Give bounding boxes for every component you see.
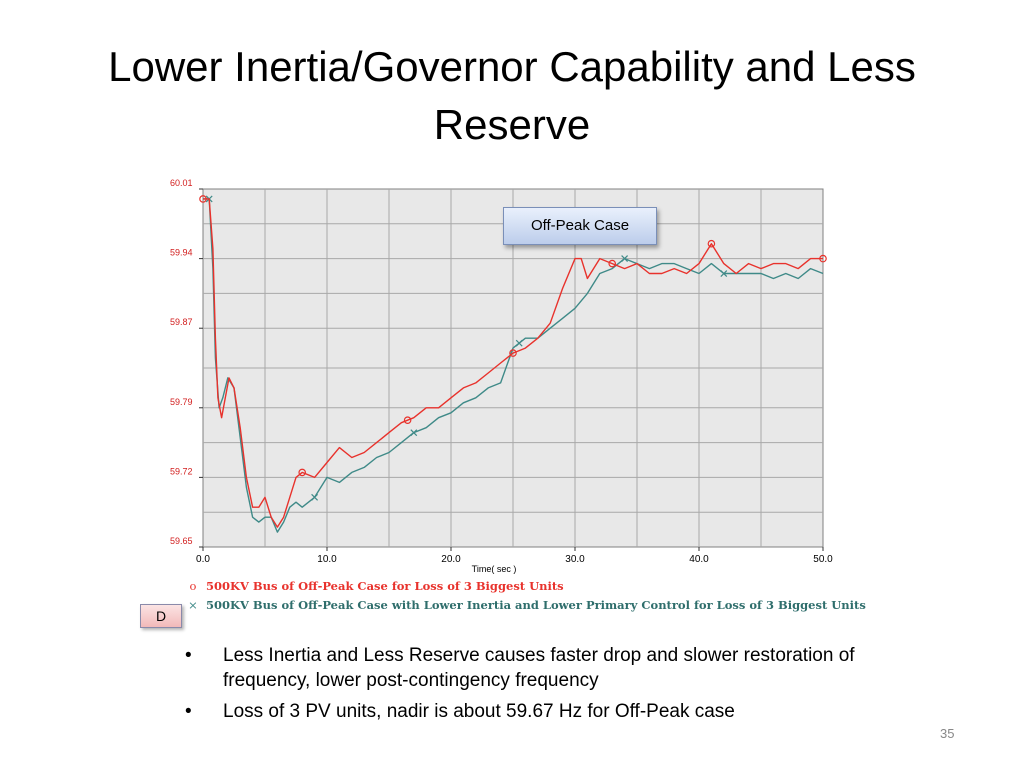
x-tick-label: 50.0 bbox=[813, 554, 833, 565]
legend-label-teal: 500KV Bus of Off-Peak Case with Lower In… bbox=[206, 598, 866, 612]
grid bbox=[203, 189, 823, 547]
title-line-1: Lower Inertia/Governor Capability and Le… bbox=[108, 43, 916, 90]
bullet-dot-icon: • bbox=[185, 645, 192, 666]
series-line-teal bbox=[203, 198, 824, 533]
bullet-text: Loss of 3 PV units, nadir is about 59.67… bbox=[223, 701, 735, 722]
series-marker-x bbox=[621, 255, 629, 263]
y-tick-label: 59.65 bbox=[170, 536, 193, 546]
series-marker-circle bbox=[199, 195, 207, 203]
series-marker-circle bbox=[298, 468, 307, 477]
off-peak-case-caption: Off-Peak Case bbox=[503, 207, 657, 245]
series-marker-x bbox=[720, 270, 728, 277]
y-tick-label: 59.94 bbox=[170, 248, 193, 258]
y-tick-label: 59.72 bbox=[170, 466, 193, 476]
series-layer bbox=[199, 195, 827, 533]
series-marker-circle bbox=[403, 416, 412, 425]
series-marker-x bbox=[410, 429, 418, 437]
y-tick-label: 59.87 bbox=[170, 317, 193, 327]
bullet-item: • Loss of 3 PV units, nadir is about 59.6… bbox=[185, 699, 885, 724]
bullet-item: • Less Inertia and Less Reserve causes fa… bbox=[185, 643, 885, 693]
bullet-text: Less Inertia and Less Reserve causes fas… bbox=[223, 645, 855, 691]
series-marker-circle bbox=[608, 259, 617, 268]
legend-marker-circle: o bbox=[189, 579, 197, 593]
series-line-red bbox=[203, 198, 823, 528]
x-tick-labels: 0.0 10.0 20.0 30.0 40.0 50.0 bbox=[196, 547, 833, 565]
y-tick-label: 60.01 bbox=[170, 178, 193, 188]
title-line-2: Reserve bbox=[433, 101, 591, 148]
series-marker-circle bbox=[819, 254, 827, 263]
bullet-dot-icon: • bbox=[185, 701, 192, 722]
slide-number: 35 bbox=[940, 726, 955, 741]
legend-marker-x: × bbox=[188, 598, 198, 612]
y-tick-label: 59.79 bbox=[170, 397, 193, 407]
series-marker-x bbox=[311, 493, 319, 501]
legend-item-teal: × 500KV Bus of Off-Peak Case with Lower I… bbox=[186, 598, 866, 612]
series-marker-x bbox=[515, 339, 523, 347]
bullet-list: • Less Inertia and Less Reserve causes fa… bbox=[185, 643, 885, 730]
x-tick-label: 30.0 bbox=[565, 554, 585, 565]
legend-item-red: o 500KV Bus of Off-Peak Case for Loss of … bbox=[186, 579, 564, 593]
y-tick-labels: 60.01 59.94 59.87 59.79 59.72 59.65 bbox=[170, 178, 203, 548]
slide-title: Lower Inertia/Governor Capability and Le… bbox=[40, 38, 984, 154]
x-axis-label: Time( sec ) bbox=[472, 564, 517, 574]
x-tick-label: 10.0 bbox=[317, 554, 337, 565]
d-label-box: D bbox=[140, 604, 182, 628]
series-marker-circle bbox=[707, 239, 716, 248]
series-marker-circle bbox=[509, 349, 517, 357]
x-tick-label: 40.0 bbox=[689, 554, 709, 565]
x-tick-label: 0.0 bbox=[196, 554, 210, 565]
legend-label-red: 500KV Bus of Off-Peak Case for Loss of 3… bbox=[206, 579, 564, 593]
x-tick-label: 20.0 bbox=[441, 554, 461, 565]
